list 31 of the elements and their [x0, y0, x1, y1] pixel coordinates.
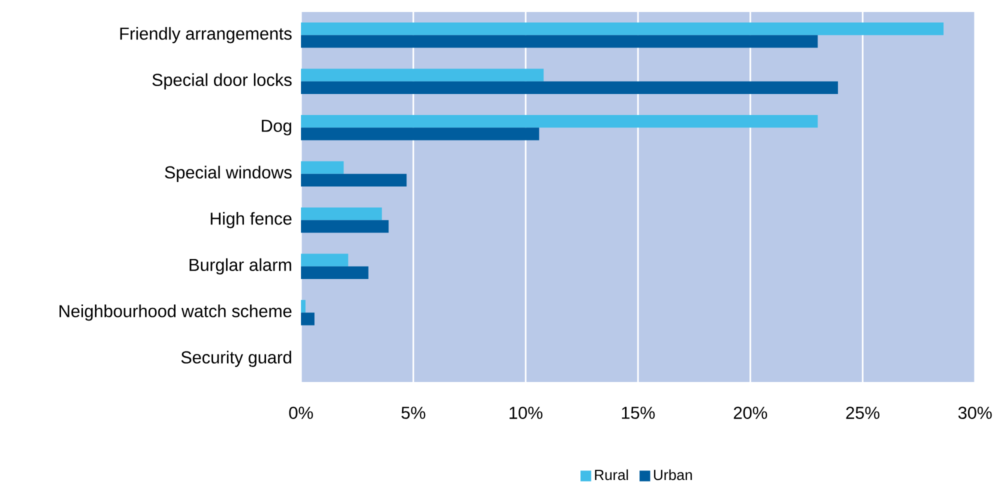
y-tick-label: Special windows — [164, 166, 292, 182]
x-tick-label: 25% — [846, 406, 880, 419]
bar — [301, 254, 348, 266]
bar — [301, 68, 544, 82]
bar — [301, 128, 540, 140]
bar — [301, 266, 368, 280]
legend-label: Rural — [595, 469, 628, 480]
x-tick-label: 20% — [734, 406, 768, 419]
bar — [301, 81, 838, 94]
y-tick-label: High fence — [210, 212, 292, 228]
bar — [301, 174, 407, 187]
legend-label: Urban — [654, 469, 692, 480]
x-tick-label: 5% — [402, 406, 426, 419]
y-tick-label: Burglar alarm — [190, 258, 292, 274]
bar — [301, 220, 389, 233]
y-tick-label: Neighbourhood watch scheme — [60, 304, 292, 321]
bar — [301, 22, 944, 36]
x-tick-label: 0% — [289, 406, 313, 419]
y-tick-label: Friendly arrangements — [120, 27, 292, 44]
x-tick-label: 30% — [958, 406, 992, 419]
bar — [301, 114, 818, 128]
x-tick-label: 10% — [510, 406, 542, 419]
bar — [301, 312, 314, 326]
bar — [301, 207, 382, 220]
bar — [301, 161, 344, 174]
bar — [301, 35, 818, 48]
y-tick-label: Security guard — [181, 350, 292, 367]
x-tick-label: 15% — [622, 406, 655, 419]
y-tick-label: Dog — [262, 120, 292, 136]
bar — [301, 300, 306, 313]
y-tick-label: Special door locks — [152, 73, 292, 90]
